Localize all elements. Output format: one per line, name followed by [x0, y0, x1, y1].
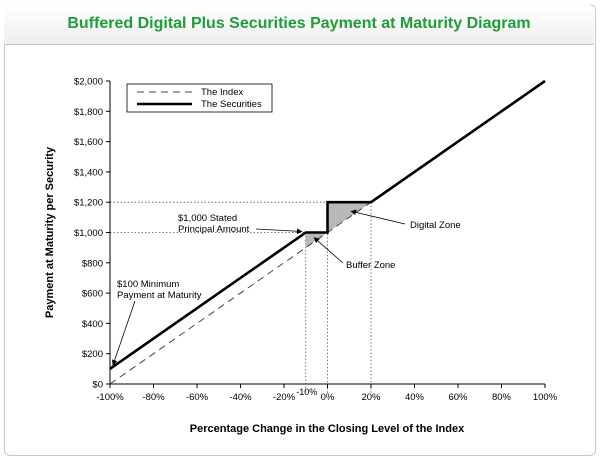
x-tick-label: 20%	[361, 392, 381, 403]
y-tick-label: $0	[92, 380, 103, 391]
y-tick-label: $2,000	[74, 77, 103, 88]
x-tick-label: 60%	[448, 392, 468, 403]
annotation-minimum-line2: Payment at Maturity	[117, 290, 202, 301]
y-tick-label: $1,600	[74, 137, 103, 148]
annotation-stated-principal-line2: Principal Amount	[178, 224, 250, 235]
y-tick-label: $1,200	[74, 198, 103, 209]
chart-title: Buffered Digital Plus Securities Payment…	[67, 15, 531, 32]
arrow-minimum-payment	[111, 300, 136, 366]
y-tick-label: $200	[82, 349, 103, 360]
annotation-stated-principal-line1: $1,000 Stated	[178, 213, 237, 224]
x-tick-label: -40%	[229, 392, 252, 403]
annotation-digital-zone: Digital Zone	[410, 220, 461, 231]
chart-title-bar: Buffered Digital Plus Securities Payment…	[4, 4, 594, 45]
y-axis-title: Payment at Maturity per Security	[44, 146, 56, 318]
x-tick-label: -20%	[273, 392, 296, 403]
x-tick-label-extra: -10%	[296, 387, 317, 397]
y-tick-label: $600	[82, 289, 103, 300]
annotation-minimum-line1: $100 Minimum	[117, 279, 179, 290]
x-tick-label: -100%	[96, 392, 124, 403]
legend-box	[126, 83, 273, 113]
arrow-digital-zone	[350, 209, 406, 225]
x-tick-label: -60%	[186, 392, 209, 403]
x-tick-label: 100%	[533, 392, 558, 403]
annotation-buffer-zone: Buffer Zone	[346, 260, 395, 271]
y-tick-label: $400	[82, 319, 103, 330]
y-tick-label: $1,800	[74, 107, 103, 118]
legend-label-index: The Index	[201, 87, 243, 98]
x-tick-label: -80%	[142, 392, 165, 403]
x-axis-title: Percentage Change in the Closing Level o…	[190, 423, 465, 435]
series-the-securities	[109, 79, 546, 370]
x-tick-label: 80%	[492, 392, 512, 403]
x-tick-label: 0%	[321, 392, 335, 403]
y-tick-label: $1,000	[74, 228, 103, 239]
arrow-stated-principal	[255, 228, 303, 235]
y-tick-label: $1,400	[74, 167, 103, 178]
legend-label-securities: The Securities	[201, 99, 262, 110]
arrow-buffer-zone	[313, 237, 344, 264]
y-tick-label: $800	[82, 258, 103, 269]
x-tick-label: 40%	[405, 392, 425, 403]
